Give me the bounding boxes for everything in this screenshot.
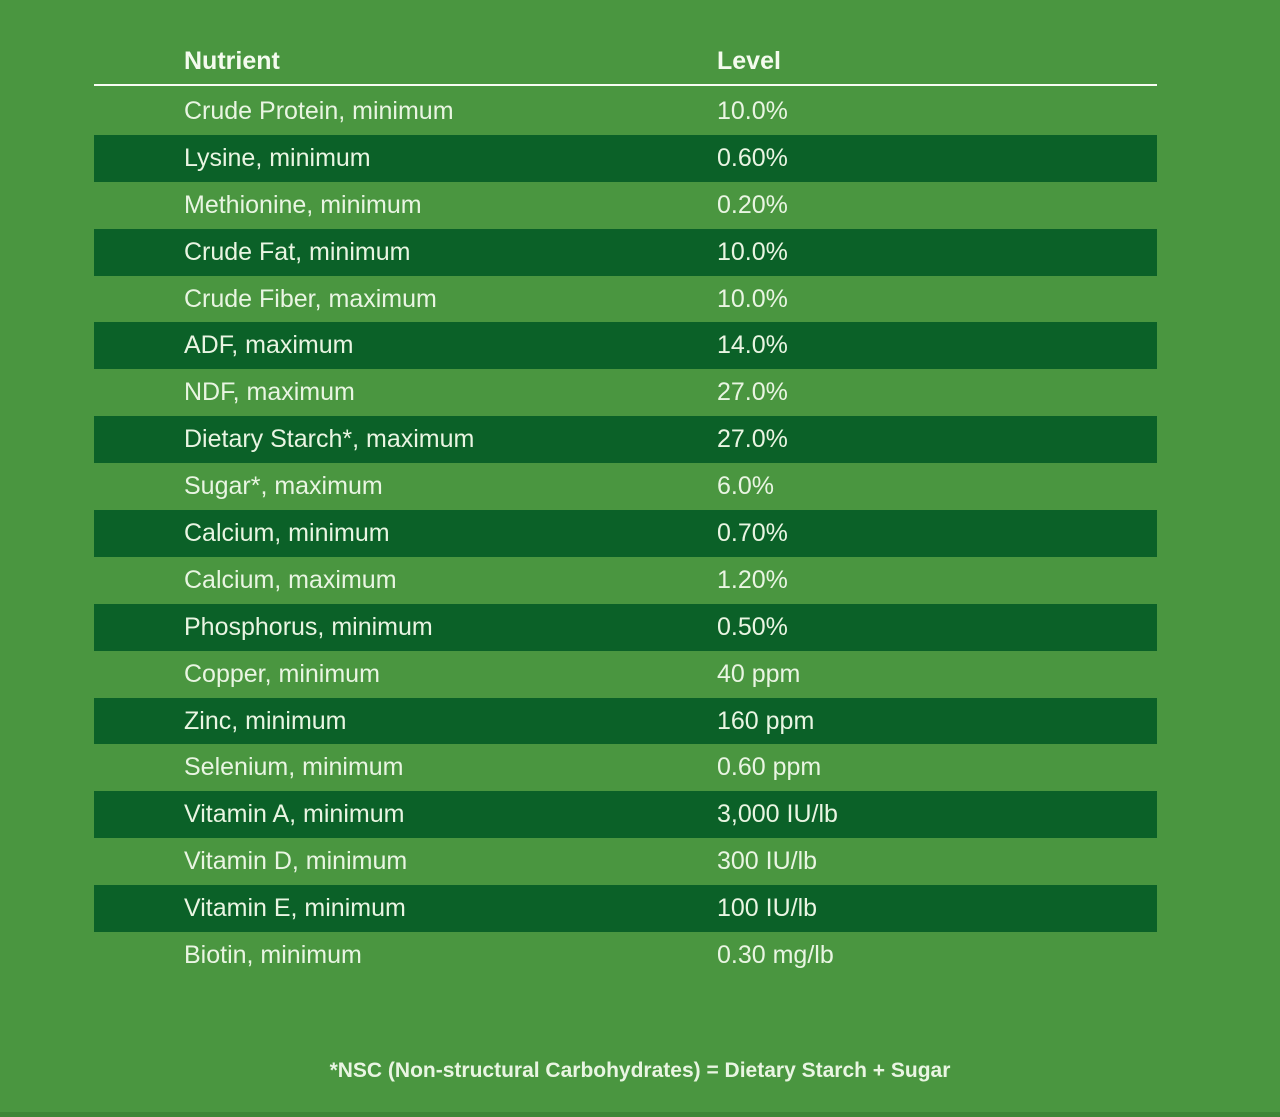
table-row: Calcium, maximum 1.20%: [0, 557, 1280, 604]
row-stripe: [94, 510, 1157, 557]
row-stripe: [94, 697, 1157, 745]
table-row: Vitamin E, minimum 100 IU/lb: [0, 885, 1280, 933]
nutrient-cell: Crude Fat, minimum: [184, 237, 411, 266]
nutrient-cell: Sugar*, maximum: [184, 472, 383, 501]
nutrient-cell: Calcium, maximum: [184, 565, 397, 594]
level-cell: 0.60%: [717, 143, 788, 172]
nutrient-cell: Vitamin D, minimum: [184, 847, 408, 876]
level-cell: 10.0%: [717, 284, 788, 313]
level-cell: 0.70%: [717, 519, 788, 548]
nutrient-cell: Crude Protein, minimum: [184, 97, 454, 125]
nutrient-cell: Vitamin E, minimum: [184, 894, 406, 923]
level-cell: 27.0%: [717, 378, 788, 407]
nutrient-cell: Calcium, minimum: [184, 519, 390, 548]
level-cell: 1.20%: [717, 565, 788, 594]
nutrient-cell: Crude Fiber, maximum: [184, 284, 437, 313]
table-row: Phosphorus, minimum 0.50%: [0, 603, 1280, 651]
level-cell: 10.0%: [717, 97, 788, 125]
nutrient-cell: ADF, maximum: [184, 331, 354, 360]
nutrient-cell: Lysine, minimum: [184, 143, 371, 172]
table-row: Vitamin A, minimum 3,000 IU/lb: [0, 791, 1280, 839]
level-cell: 0.50%: [717, 612, 788, 641]
table-row: Zinc, minimum 160 ppm: [0, 697, 1280, 745]
header-divider: [94, 84, 1157, 86]
level-cell: 0.20%: [717, 190, 788, 219]
row-stripe: [94, 416, 1157, 464]
column-header-nutrient: Nutrient: [184, 47, 280, 75]
table-row: Biotin, minimum 0.30 mg/lb: [0, 932, 1280, 979]
nutrient-cell: Phosphorus, minimum: [184, 612, 433, 641]
nutrient-cell: Copper, minimum: [184, 659, 380, 688]
level-cell: 100 IU/lb: [717, 894, 818, 923]
bottom-edge: [0, 1112, 1280, 1117]
table-row: ADF, maximum 14.0%: [0, 322, 1280, 370]
level-cell: 300 IU/lb: [717, 847, 818, 876]
nsc-footnote: *NSC (Non-structural Carbohydrates) = Di…: [329, 1059, 951, 1082]
level-cell: 14.0%: [717, 331, 788, 360]
nutrient-cell: Zinc, minimum: [184, 706, 347, 735]
table-row: NDF, maximum 27.0%: [0, 369, 1280, 416]
table-row: Crude Fiber, maximum 10.0%: [0, 276, 1280, 323]
nutrient-cell: Biotin, minimum: [184, 941, 362, 970]
table-row: Copper, minimum 40 ppm: [0, 651, 1280, 698]
level-cell: 3,000 IU/lb: [717, 800, 838, 829]
row-stripe: [94, 603, 1157, 651]
table-row: Crude Fat, minimum 10.0%: [0, 228, 1280, 276]
nutrient-cell: Dietary Starch*, maximum: [184, 425, 475, 454]
level-cell: 40 ppm: [717, 659, 801, 688]
row-stripe: [94, 885, 1157, 933]
nutrient-cell: Methionine, minimum: [184, 190, 422, 219]
column-header-level: Level: [717, 47, 781, 75]
row-stripe: [94, 228, 1157, 276]
level-cell: 0.60 ppm: [717, 753, 822, 782]
nutrient-cell: Selenium, minimum: [184, 753, 404, 782]
level-cell: 6.0%: [717, 472, 774, 501]
table-row: Vitamin D, minimum 300 IU/lb: [0, 838, 1280, 885]
row-stripe: [94, 791, 1157, 839]
row-stripe: [94, 322, 1157, 370]
table-row: Calcium, minimum 0.70%: [0, 510, 1280, 557]
table-row: Crude Protein, minimum 10.0%: [0, 88, 1280, 135]
level-cell: 10.0%: [717, 237, 788, 266]
table-body: Crude Protein, minimum 10.0% Lysine, minim…: [0, 88, 1280, 979]
level-cell: 27.0%: [717, 425, 788, 454]
table-row: Methionine, minimum 0.20%: [0, 182, 1280, 229]
table-row: Lysine, minimum 0.60%: [0, 134, 1280, 182]
nutrient-cell: NDF, maximum: [184, 378, 355, 407]
table-row: Sugar*, maximum 6.0%: [0, 463, 1280, 510]
row-stripe: [94, 134, 1157, 182]
level-cell: 0.30 mg/lb: [717, 941, 834, 970]
table-row: Selenium, minimum 0.60 ppm: [0, 744, 1280, 791]
level-cell: 160 ppm: [717, 706, 815, 735]
table-row: Dietary Starch*, maximum 27.0%: [0, 416, 1280, 464]
nutrient-cell: Vitamin A, minimum: [184, 800, 405, 829]
